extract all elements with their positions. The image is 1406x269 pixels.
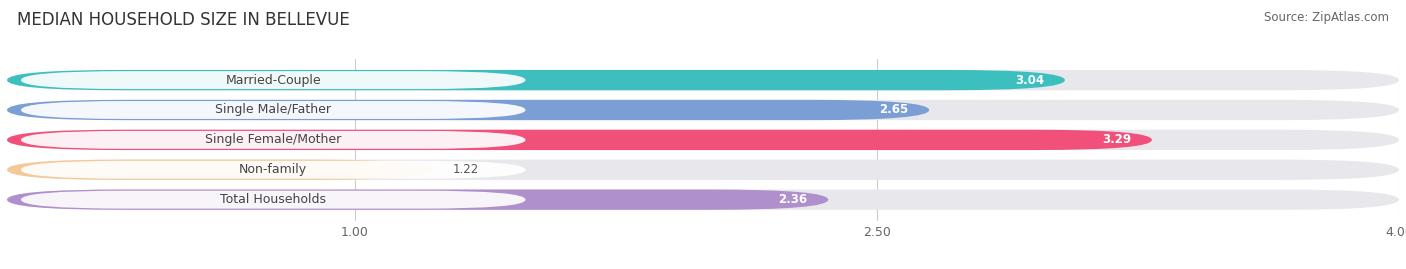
FancyBboxPatch shape bbox=[21, 101, 526, 119]
FancyBboxPatch shape bbox=[7, 189, 1399, 210]
Text: 1.22: 1.22 bbox=[453, 163, 478, 176]
FancyBboxPatch shape bbox=[7, 160, 432, 180]
FancyBboxPatch shape bbox=[7, 160, 1399, 180]
FancyBboxPatch shape bbox=[21, 191, 526, 209]
FancyBboxPatch shape bbox=[21, 161, 526, 179]
FancyBboxPatch shape bbox=[21, 131, 526, 149]
FancyBboxPatch shape bbox=[7, 189, 828, 210]
FancyBboxPatch shape bbox=[7, 70, 1399, 90]
Text: 2.65: 2.65 bbox=[879, 104, 908, 116]
FancyBboxPatch shape bbox=[7, 100, 1399, 120]
Text: Single Female/Mother: Single Female/Mother bbox=[205, 133, 342, 146]
Text: MEDIAN HOUSEHOLD SIZE IN BELLEVUE: MEDIAN HOUSEHOLD SIZE IN BELLEVUE bbox=[17, 11, 350, 29]
FancyBboxPatch shape bbox=[7, 130, 1152, 150]
Text: 2.36: 2.36 bbox=[779, 193, 807, 206]
Text: Single Male/Father: Single Male/Father bbox=[215, 104, 332, 116]
FancyBboxPatch shape bbox=[7, 100, 929, 120]
Text: Total Households: Total Households bbox=[221, 193, 326, 206]
Text: 3.29: 3.29 bbox=[1102, 133, 1130, 146]
Text: Source: ZipAtlas.com: Source: ZipAtlas.com bbox=[1264, 11, 1389, 24]
FancyBboxPatch shape bbox=[21, 71, 526, 89]
FancyBboxPatch shape bbox=[7, 130, 1399, 150]
Text: Non-family: Non-family bbox=[239, 163, 308, 176]
Text: Married-Couple: Married-Couple bbox=[225, 74, 321, 87]
Text: 3.04: 3.04 bbox=[1015, 74, 1045, 87]
FancyBboxPatch shape bbox=[7, 70, 1064, 90]
